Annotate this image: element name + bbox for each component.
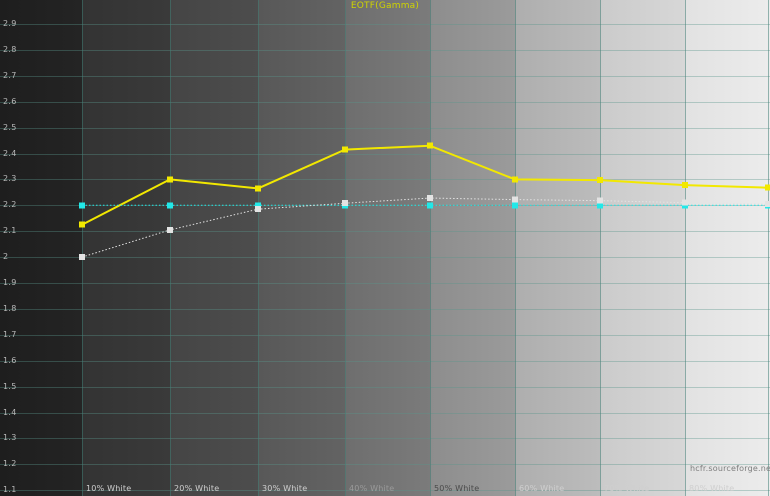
series-point-average-gamma	[167, 226, 173, 233]
y-axis-tick-label: 1.3	[3, 433, 17, 443]
x-axis-tick-label: 10% White	[86, 484, 132, 493]
gridline-horizontal	[0, 101, 770, 103]
series-point-measured-gamma	[255, 185, 261, 192]
y-axis-tick-label: 2.7	[3, 70, 17, 80]
y-axis-tick-label: 1.4	[3, 407, 17, 417]
gridline-horizontal	[0, 231, 770, 233]
x-axis-tick-label: 40% White	[349, 484, 395, 493]
series-point-average-gamma	[765, 201, 770, 208]
gridline-vertical	[685, 0, 686, 496]
gridline-horizontal	[0, 75, 770, 77]
gridline-horizontal	[0, 438, 770, 440]
series-point-reference-gamma	[255, 202, 261, 209]
gridline-horizontal	[0, 464, 770, 466]
y-axis-tick-label: 1.9	[3, 278, 17, 287]
series-line-average-gamma	[81, 197, 769, 258]
series-point-measured-gamma	[765, 184, 770, 191]
series-point-average-gamma	[682, 199, 688, 206]
y-axis-tick-label: 2.6	[3, 96, 17, 106]
series-point-measured-gamma	[597, 177, 603, 184]
gridline-horizontal	[0, 153, 770, 155]
gridline-vertical	[170, 0, 171, 496]
series-point-reference-gamma	[597, 202, 603, 209]
x-axis-tick-label: 60% White	[519, 484, 565, 493]
x-axis-tick-label: 20% White	[174, 484, 220, 493]
gridline-horizontal	[0, 334, 770, 336]
gridline-horizontal	[0, 49, 770, 51]
series-point-measured-gamma	[682, 182, 688, 189]
y-axis-tick-label: 1.5	[3, 381, 17, 391]
gridline-vertical	[82, 0, 83, 496]
gridline-vertical	[430, 0, 431, 496]
y-axis-tick-label: 2.2	[3, 200, 17, 210]
y-axis-tick-label: 1.1	[3, 485, 17, 495]
gridline-horizontal	[0, 386, 770, 388]
gridline-vertical	[600, 0, 601, 496]
y-axis-tick-label: 2.8	[3, 44, 17, 54]
y-axis-tick-label: 1.2	[3, 459, 17, 469]
series-point-reference-gamma	[427, 202, 433, 209]
gridline-horizontal	[0, 127, 770, 129]
y-axis-tick-label: 2.5	[3, 122, 17, 132]
y-axis-tick-label: 2	[3, 252, 9, 262]
gridline-horizontal	[0, 283, 770, 284]
series-line-measured-gamma	[81, 144, 769, 226]
gridline-horizontal	[0, 24, 770, 25]
x-axis-tick-label: 70% White	[604, 484, 650, 493]
series-point-measured-gamma	[167, 176, 173, 183]
series-point-reference-gamma	[512, 202, 518, 209]
gridline-horizontal	[0, 412, 770, 414]
chart-title: EOTF(Gamma)	[350, 1, 420, 11]
series-point-reference-gamma	[79, 202, 85, 209]
gridline-horizontal	[0, 179, 770, 181]
y-axis-tick-label: 1.6	[3, 355, 17, 365]
x-axis-tick-label: 80% White	[689, 484, 735, 493]
gridline-vertical	[768, 0, 769, 496]
gridline-horizontal	[0, 257, 770, 259]
series-point-average-gamma	[512, 196, 518, 203]
series-point-measured-gamma	[342, 146, 348, 153]
y-axis-tick-label: 2.3	[3, 174, 17, 184]
series-point-measured-gamma	[512, 176, 518, 183]
x-axis-tick-label: 30% White	[262, 484, 308, 493]
series-point-measured-gamma	[427, 142, 433, 149]
series-point-reference-gamma	[167, 202, 173, 209]
y-axis-tick-label: 1.8	[3, 303, 17, 313]
series-point-average-gamma	[597, 197, 603, 204]
series-point-average-gamma	[79, 254, 85, 261]
gridline-horizontal	[0, 205, 770, 207]
gridline-horizontal	[0, 490, 770, 492]
y-axis-tick-label: 1.7	[3, 329, 17, 339]
gridline-vertical	[258, 0, 259, 496]
gridline-horizontal	[0, 308, 770, 310]
gridline-horizontal	[0, 360, 770, 362]
series-point-average-gamma	[427, 195, 433, 202]
series-point-average-gamma	[342, 200, 348, 207]
watermark-label: hcfr.sourceforge.net	[690, 464, 770, 473]
y-axis-tick-label: 2.9	[3, 19, 17, 28]
series-point-average-gamma	[255, 206, 261, 213]
series-point-measured-gamma	[79, 221, 85, 228]
y-axis-tick-label: 2.1	[3, 226, 17, 236]
y-axis-tick-label: 2.4	[3, 148, 17, 158]
gridline-vertical	[345, 0, 346, 496]
x-axis-tick-label: 50% White	[434, 484, 480, 493]
gridline-vertical	[515, 0, 516, 496]
